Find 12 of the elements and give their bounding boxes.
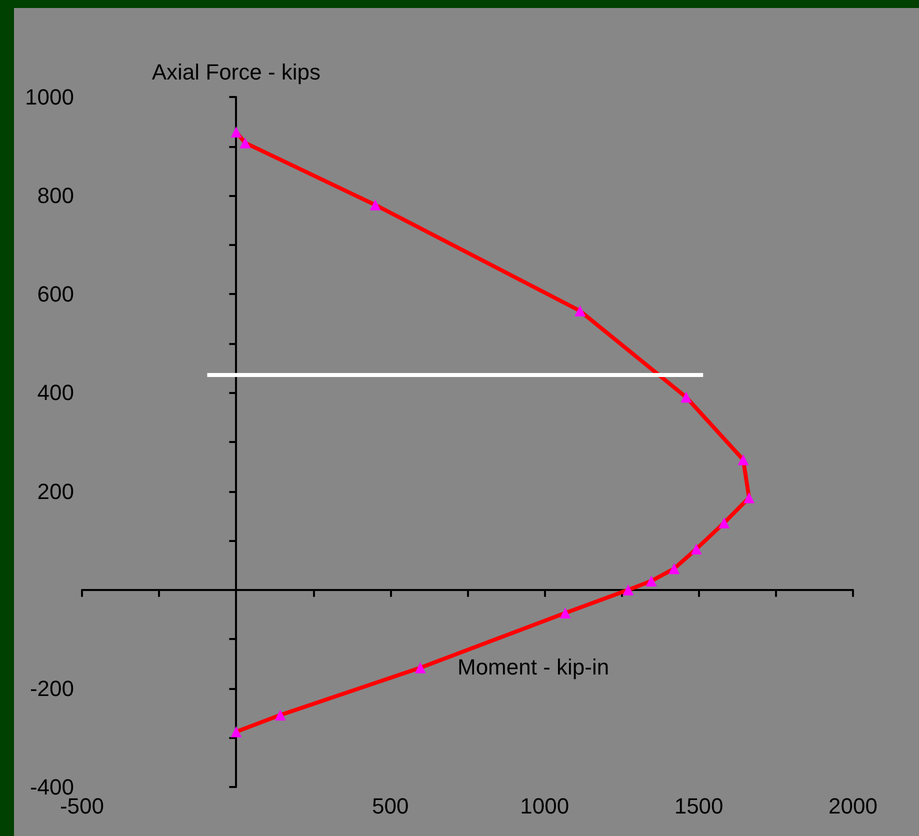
x-axis-title: Moment - kip-in: [458, 654, 610, 680]
y-tick-label: 400: [37, 380, 74, 406]
y-tick-label: 600: [37, 282, 74, 307]
x-tick-label: 1000: [520, 794, 570, 818]
x-tick-label: 500: [372, 794, 409, 818]
y-tick-label: 1000: [25, 84, 74, 110]
y-tick-label: -200: [30, 676, 74, 701]
x-tick-label: 2000: [828, 794, 878, 818]
x-tick-label: 1500: [674, 794, 724, 818]
y-tick-label: 800: [37, 183, 74, 208]
y-tick-label: 200: [37, 478, 74, 504]
y-axis-title: Axial Force - kips: [152, 60, 321, 84]
